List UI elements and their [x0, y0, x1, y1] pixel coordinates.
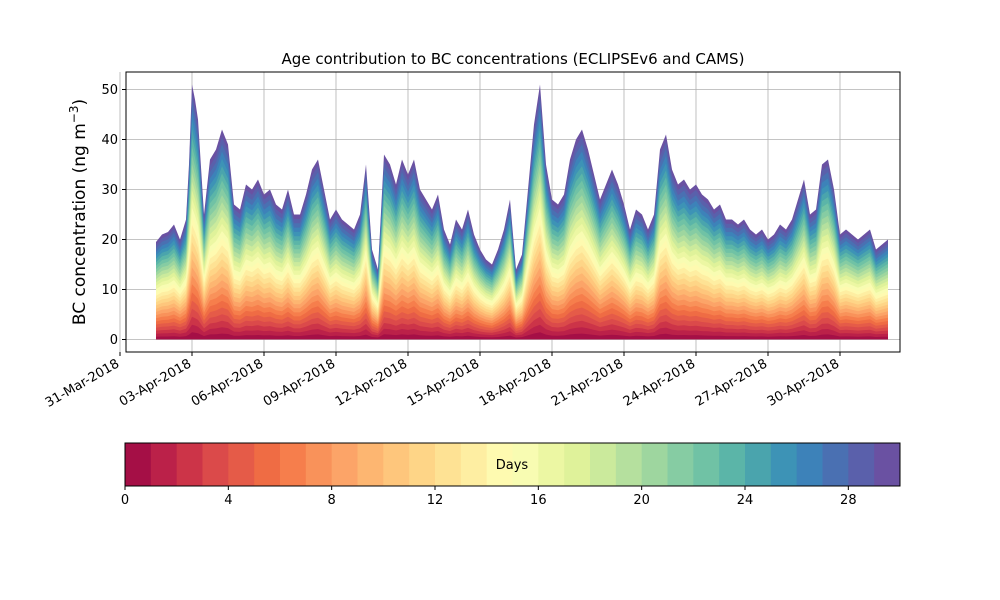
colorbar-swatch: [280, 443, 307, 486]
x-tick-label: 31-Mar-2018: [43, 356, 122, 410]
colorbar-swatch: [357, 443, 384, 486]
colorbar-label: Days: [496, 458, 529, 473]
y-axis-label: BC concentration (ng m−3): [67, 99, 90, 325]
x-tick-label: 15-Apr-2018: [405, 356, 482, 409]
y-tick-label: 10: [101, 283, 118, 298]
colorbar-swatch: [848, 443, 875, 486]
colorbar-tick-label: 20: [633, 493, 650, 508]
x-axis: 31-Mar-201803-Apr-201806-Apr-201809-Apr-…: [43, 352, 842, 411]
x-tick-label: 27-Apr-2018: [693, 356, 770, 409]
colorbar-swatch: [874, 443, 901, 486]
colorbar-frame: [124, 442, 901, 487]
colorbar-tick-label: 4: [224, 493, 232, 508]
colorbar-swatch: [150, 443, 178, 486]
colorbar-swatch: [693, 443, 720, 486]
x-tick-label: 18-Apr-2018: [477, 356, 554, 409]
colorbar-tick-label: 8: [328, 493, 336, 508]
x-tick-label: 12-Apr-2018: [333, 356, 410, 409]
colorbar-swatch: [202, 443, 229, 486]
age-band-area-0: [156, 332, 888, 340]
y-tick-label: 50: [101, 83, 118, 98]
x-tick-label: 06-Apr-2018: [189, 356, 266, 409]
colorbar-swatch: [538, 443, 565, 486]
colorbar-swatch: [719, 443, 746, 486]
colorbar-swatch: [460, 443, 488, 486]
colorbar-swatch: [409, 443, 436, 486]
colorbar-swatch: [125, 443, 152, 486]
colorbar-swatch: [331, 443, 358, 486]
colorbar-swatch: [512, 443, 539, 486]
colorbar-swatch: [228, 443, 255, 486]
y-tick-label: 40: [101, 133, 118, 148]
colorbar-tick-label: 12: [427, 493, 444, 508]
x-tick-label: 09-Apr-2018: [261, 356, 338, 409]
colorbar-swatch: [590, 443, 617, 486]
colorbar-swatch: [770, 443, 798, 486]
plot-frame: [125, 71, 901, 353]
colorbar-swatch: [667, 443, 694, 486]
colorbar: 0 4 8 12 16 20 24 28: [121, 442, 901, 508]
colorbar-swatch: [254, 443, 281, 486]
y-axis: 0 10 20 30 40 50: [101, 83, 126, 348]
colorbar-tick-label: 28: [840, 493, 857, 508]
colorbar-tick-label: 24: [737, 493, 754, 508]
stacked-areas: [156, 84, 888, 340]
x-tick-label: 24-Apr-2018: [621, 356, 698, 409]
colorbar-swatch: [615, 443, 643, 486]
x-tick-label: 21-Apr-2018: [549, 356, 626, 409]
colorbar-swatch: [486, 443, 513, 486]
colorbar-swatch: [796, 443, 823, 486]
colorbar-swatch: [305, 443, 333, 486]
colorbar-swatch: [435, 443, 462, 486]
colorbar-swatch: [641, 443, 668, 486]
colorbar-tick-label: 16: [530, 493, 547, 508]
y-tick-label: 20: [101, 233, 118, 248]
colorbar-swatch: [745, 443, 772, 486]
plot-area: [119, 71, 901, 353]
chart-title: Age contribution to BC concentrations (E…: [282, 50, 745, 68]
colorbar-swatch: [176, 443, 203, 486]
y-tick-label: 0: [110, 333, 118, 348]
colorbar-swatch: [564, 443, 591, 486]
colorbar-swatch: [383, 443, 410, 486]
colorbar-swatch: [822, 443, 849, 486]
x-tick-label: 03-Apr-2018: [117, 356, 194, 409]
y-tick-label: 30: [101, 183, 118, 198]
x-tick-label: 30-Apr-2018: [765, 356, 842, 409]
colorbar-tick-label: 0: [121, 493, 129, 508]
